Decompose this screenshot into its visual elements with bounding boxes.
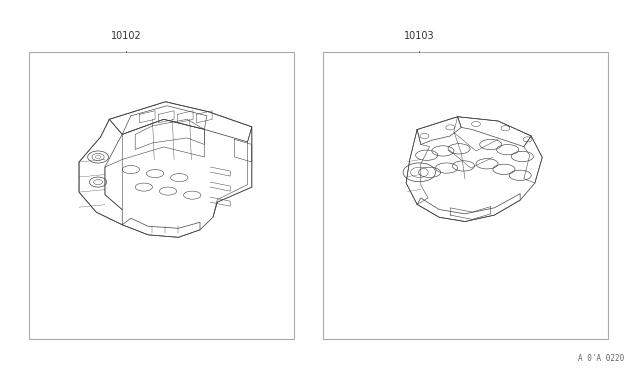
Text: A 0'A 0220: A 0'A 0220 xyxy=(578,354,624,363)
Text: 10103: 10103 xyxy=(404,31,435,41)
Bar xyxy=(323,52,608,339)
Text: 10102: 10102 xyxy=(111,31,141,41)
Bar xyxy=(29,52,294,339)
